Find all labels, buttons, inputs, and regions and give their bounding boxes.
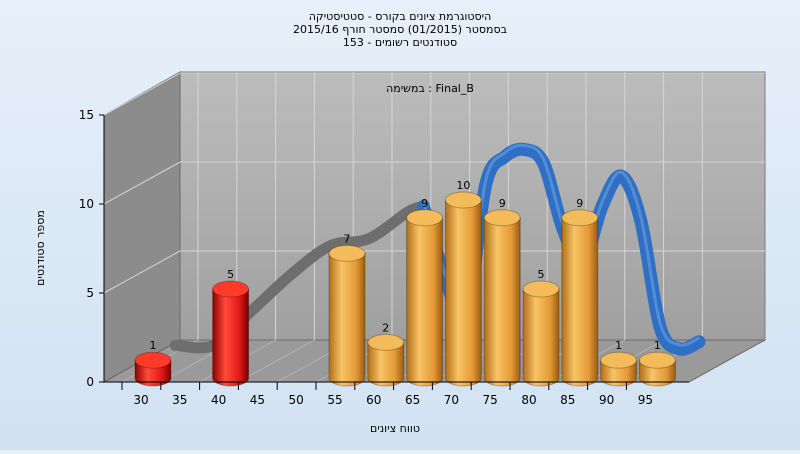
side-gridline [103,72,181,116]
x-tick-label: 90 [599,393,614,407]
bar-top [600,351,638,369]
chart-subtitle: במשימה : Final_B [386,82,474,95]
bar-value-label: 9 [576,197,583,210]
bar: 9 [406,197,444,387]
chart-title-line-3: סטודנטים רשומים - 153 [343,36,457,49]
x-tick-label: 55 [327,393,342,407]
y-tick-label: 10 [79,197,94,211]
x-tick-label: 45 [250,393,265,407]
bar-value-label: 5 [538,268,545,281]
x-tick-label: 65 [405,393,420,407]
x-tick-label: 75 [483,393,498,407]
bar-body [444,199,482,387]
x-axis-label: טווח ציונים [370,422,420,435]
bar-top [406,209,444,227]
bar: 9 [483,197,521,387]
x-ticks: 30 35 40 45 50 55 60 65 70 75 80 85 90 95 [121,382,653,407]
x-tick-label: 95 [638,393,653,407]
bar-body [328,252,366,387]
bar-top [367,333,405,351]
bar: 1 [600,339,638,387]
bar-body [522,288,560,387]
chart-title-line-1: היסטוגרמת ציונים בקורס - סטטיסטיקה [309,10,492,23]
floor-gridline [238,339,315,383]
side-gridline [103,161,181,205]
bar-top [522,280,560,298]
bar-body [483,217,521,387]
y-axis-label: מספר סטודנטים [34,210,47,286]
y-ticks: 0 5 10 15 [79,108,104,389]
side-wall [103,71,181,383]
x-tick-label: 60 [366,393,381,407]
x-tick-label: 85 [560,393,575,407]
y-tick-label: 15 [79,108,94,122]
bar: 1 [638,339,676,387]
bar-top [134,351,172,369]
bar-body [561,217,599,387]
bars: 1 5 7 2 9 10 9 5 9 1 1 [134,179,676,387]
bar: 5 [522,268,560,387]
bar-value-label: 1 [150,339,157,352]
bar: 10 [444,179,482,387]
side-gridline [103,250,181,294]
bar: 7 [328,232,366,387]
bar-top [561,209,599,227]
y-tick-label: 0 [86,375,94,389]
chart-title-line-2: בסמסטר (01/2015) סמסטר חורף 2015/16 [293,23,507,36]
x-tick-label: 40 [211,393,226,407]
bar-top [638,351,676,369]
bar: 1 [134,339,172,387]
x-tick-label: 80 [521,393,536,407]
bar-body [212,288,250,387]
bar-top [328,244,366,262]
bar: 2 [367,321,405,387]
bar-value-label: 10 [456,179,470,192]
bar-value-label: 9 [499,197,506,210]
y-tick-label: 5 [86,286,94,300]
bar-body [406,217,444,387]
bar: 5 [212,268,250,387]
bar-top [212,280,250,298]
bar-value-label: 1 [615,339,622,352]
bar-value-label: 9 [421,197,428,210]
bar-value-label: 5 [227,268,234,281]
bar-value-label: 2 [382,321,389,334]
bar: 9 [561,197,599,387]
x-tick-label: 70 [444,393,459,407]
bar-body [367,341,405,387]
x-tick-label: 50 [289,393,304,407]
bar-top [444,191,482,209]
x-tick-label: 30 [133,393,148,407]
bar-top [483,209,521,227]
x-tick-label: 35 [172,393,187,407]
bar-value-label: 1 [654,339,661,352]
bar-value-label: 7 [344,232,351,245]
